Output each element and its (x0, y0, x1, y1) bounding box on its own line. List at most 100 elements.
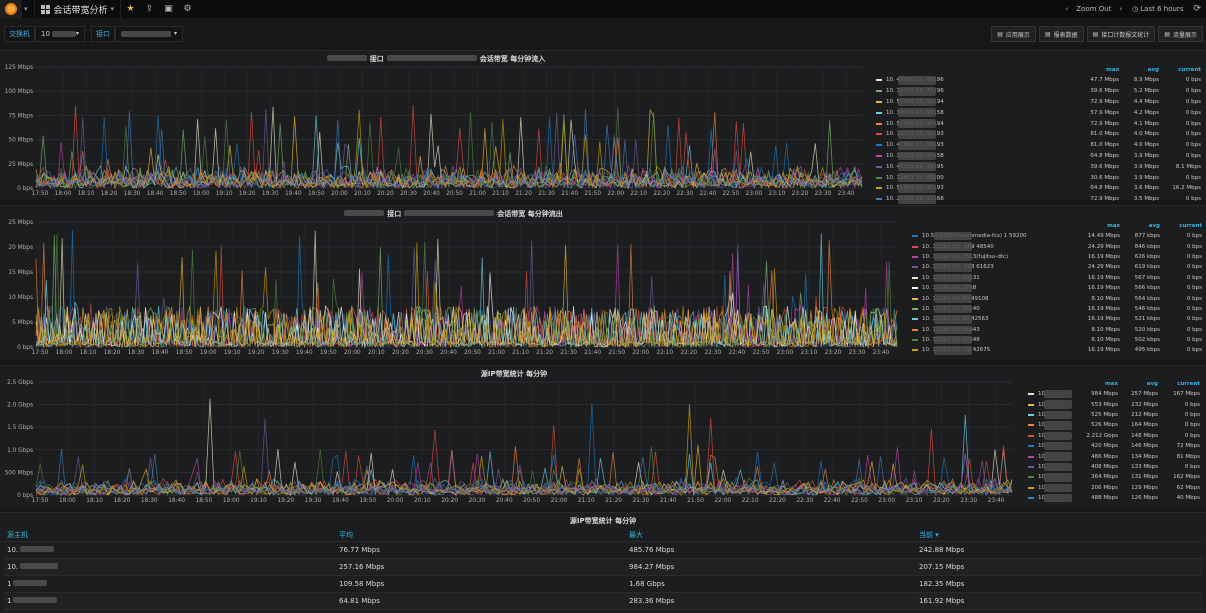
legend-header-avg[interactable]: avg (1148, 223, 1160, 229)
legend-color-swatch[interactable] (1028, 424, 1034, 427)
graph-canvas[interactable]: 2.5 Gbps 2.0 Gbps 1.5 Gbps 1.0 Gbps 500 Mbps… (0, 366, 1206, 508)
legend-color-swatch[interactable] (912, 339, 918, 342)
legend-item[interactable]: 10. 364 Mbps 131 Mbps 162 Mbps (1028, 472, 1200, 482)
panel-title[interactable]: 源IP带宽统计 每分钟 (569, 517, 637, 525)
settings-gear-icon[interactable]: ⚙ (183, 4, 192, 14)
legend-header-current[interactable]: current (1178, 67, 1201, 73)
save-icon[interactable]: ▣ (164, 4, 173, 14)
legend-color-swatch[interactable] (876, 133, 882, 136)
legend-header-max[interactable]: max (1105, 381, 1118, 387)
share-icon[interactable]: ⇪ (145, 4, 154, 14)
legend-color-swatch[interactable] (912, 255, 918, 258)
legend-color-swatch[interactable] (1028, 455, 1034, 458)
legend-color-swatch[interactable] (876, 176, 882, 179)
panel-title[interactable]: 源IP带宽统计 每分钟 (0, 369, 1022, 379)
star-icon[interactable]: ★ (126, 4, 135, 14)
legend-item[interactable]: 10. 486 Mbps 134 Mbps 81 Mbps (1028, 451, 1200, 461)
legend-header-avg[interactable]: avg (1146, 381, 1158, 387)
legend-color-swatch[interactable] (912, 266, 918, 269)
legend-color-swatch[interactable] (912, 276, 918, 279)
legend-header-max[interactable]: max (1107, 223, 1120, 229)
legend-item[interactable]: 10. 526 Mbps 164 Mbps 0 bps (1028, 420, 1200, 430)
grafana-logo-icon[interactable] (0, 0, 22, 18)
legend-item[interactable]: 10. 11210 10. 1513(fujitsu-dtc)16.19 Mbp… (912, 252, 1202, 262)
legend-header-max[interactable]: max (1106, 67, 1119, 73)
legend-color-swatch[interactable] (1028, 434, 1034, 437)
legend-color-swatch[interactable] (1028, 476, 1034, 479)
legend-color-swatch[interactable] (912, 307, 918, 310)
link-traffic-view[interactable]: ▤ 流量展示 (1158, 26, 1203, 42)
legend-item[interactable]: 10. 206 Mbps 129 Mbps 62 Mbps (1028, 483, 1200, 493)
legend-color-swatch[interactable] (912, 318, 918, 321)
dashboard-picker[interactable]: 会话带宽分析 ▾ (33, 0, 122, 18)
legend-color-swatch[interactable] (876, 79, 882, 82)
legend-color-swatch[interactable] (876, 198, 882, 201)
legend-item[interactable]: 10. 408 Mbps 133 Mbps 0 bps (1028, 462, 1200, 472)
column-header-max[interactable]: 最大 (625, 530, 915, 542)
refresh-icon[interactable]: ⟳ (1193, 4, 1201, 14)
chevron-left-icon[interactable]: ‹ (1065, 5, 1069, 13)
legend-color-swatch[interactable] (876, 154, 882, 157)
variable-select-interface[interactable]: ▾ (115, 26, 183, 42)
legend-item[interactable]: 10. 984 Mbps 257 Mbps 167 Mbps (1028, 389, 1200, 399)
legend-color-swatch[interactable] (876, 90, 882, 93)
legend-color-swatch[interactable] (912, 297, 918, 300)
column-header-host[interactable]: 源主机 (3, 530, 335, 542)
link-interface-counters[interactable]: ▤ 接口计数报文统计 (1086, 26, 1156, 42)
legend-color-swatch[interactable] (1028, 465, 1034, 468)
legend-color-swatch[interactable] (1028, 393, 1034, 396)
legend-header-current[interactable]: current (1177, 381, 1200, 387)
legend-color-swatch[interactable] (1028, 497, 1034, 500)
legend-item[interactable]: 10. 553 Mbps 232 Mbps 0 bps (1028, 399, 1200, 409)
variable-select-switch[interactable]: 10 ▾ (35, 26, 85, 42)
legend-color-swatch[interactable] (1028, 486, 1034, 489)
legend-color-swatch[interactable] (912, 235, 918, 238)
graph-canvas[interactable]: 125 Mbps 100 Mbps 75 Mbps 50 Mbps 25 Mbps 0 b… (0, 51, 1206, 201)
legend-color-swatch[interactable] (876, 165, 882, 168)
legend-color-swatch[interactable] (1028, 413, 1034, 416)
legend-color-swatch[interactable] (912, 328, 918, 331)
legend-item[interactable]: 10. 420 Mbps 146 Mbps 72 Mbps (1028, 441, 1200, 451)
legend-item[interactable]: 10. 488 Mbps 126 Mbps 40 Mbps (1028, 493, 1200, 503)
legend-item[interactable]: 10.57 1935(macromedia-fcs) 1 59200 14.49 … (912, 231, 1202, 241)
legend-color-swatch[interactable] (876, 144, 882, 147)
time-picker-button[interactable]: ◷ Last 6 hours (1127, 5, 1188, 13)
legend-color-swatch[interactable] (912, 287, 918, 290)
legend-color-swatch[interactable] (876, 122, 882, 125)
legend-header-current[interactable]: current (1179, 223, 1202, 229)
chevron-right-icon[interactable]: › (1119, 5, 1123, 13)
legend-color-swatch[interactable] (876, 187, 882, 190)
legend-color-swatch[interactable] (876, 111, 882, 114)
legend-color-swatch[interactable] (912, 245, 918, 248)
zoom-out-button[interactable]: ‹ Zoom Out › (1060, 5, 1127, 13)
legend-item[interactable]: 10. 525 Mbps 212 Mbps 0 bps (1028, 410, 1200, 420)
link-app-view[interactable]: ▤ 应用展示 (991, 26, 1036, 42)
legend-color-swatch[interactable] (1028, 403, 1034, 406)
column-header-avg[interactable]: 平均 (335, 530, 625, 542)
column-header-current[interactable]: 当前 ▾ (915, 530, 1203, 542)
legend-color-swatch[interactable] (1028, 445, 1034, 448)
